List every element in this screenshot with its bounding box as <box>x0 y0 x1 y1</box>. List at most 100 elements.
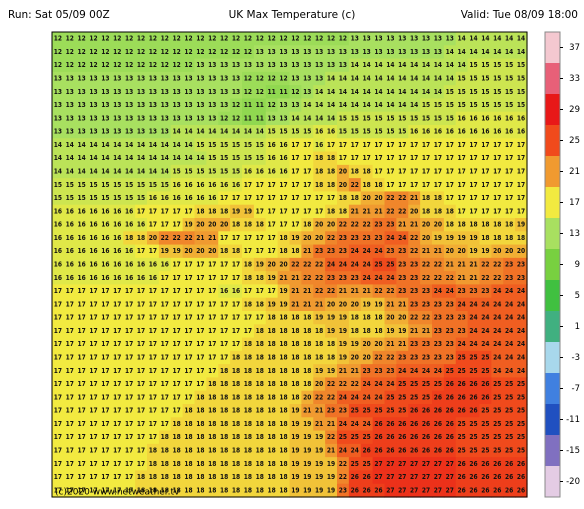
temperature-value: 16 <box>66 221 74 229</box>
temperature-cell <box>467 125 481 139</box>
temperature-value: 18 <box>268 380 276 388</box>
temperature-value: 17 <box>54 433 62 441</box>
temperature-value: 22 <box>434 261 442 269</box>
temperature-cell <box>170 58 184 73</box>
temperature-cell <box>194 191 207 206</box>
temperature-value: 26 <box>458 393 466 401</box>
temperature-value: 16 <box>78 247 86 255</box>
temperature-value: 17 <box>173 287 181 295</box>
temperature-cell <box>218 111 231 126</box>
temperature-value: 17 <box>173 407 181 415</box>
temperature-value: 22 <box>481 274 489 282</box>
temperature-value: 17 <box>66 340 74 348</box>
temperature-value: 23 <box>363 367 371 375</box>
temperature-value: 24 <box>386 380 394 388</box>
temperature-value: 24 <box>469 340 477 348</box>
temperature-cell <box>325 58 338 73</box>
temperature-value: 14 <box>66 141 74 149</box>
temperature-cell <box>194 218 207 232</box>
temperature-value: 21 <box>374 207 382 215</box>
temperature-value: 15 <box>458 75 466 83</box>
temperature-value: 19 <box>268 274 276 282</box>
temperature-value: 18 <box>291 380 299 388</box>
temperature-value: 17 <box>125 460 133 468</box>
temperature-value: 25 <box>517 393 525 401</box>
temperature-value: 18 <box>149 460 157 468</box>
temperature-cell <box>313 32 326 46</box>
map-grid: 12 12 12 12 12 12 12 12 12 12 12 12 12 12 12 12 12 12 12 12… <box>52 32 528 498</box>
temperature-value: 13 <box>351 35 359 43</box>
temperature-value: 16 <box>125 207 133 215</box>
temperature-value: 17 <box>517 181 525 189</box>
temperature-cell <box>384 111 397 126</box>
temperature-value: 17 <box>89 447 97 455</box>
temperature-cell <box>313 45 326 60</box>
temperature-value: 26 <box>481 486 489 494</box>
temperature-value: 17 <box>493 141 501 149</box>
temperature-value: 14 <box>398 75 406 83</box>
temperature-cell <box>479 45 492 60</box>
temperature-value: 17 <box>422 141 430 149</box>
temperature-value: 24 <box>351 261 359 269</box>
temperature-value: 18 <box>256 473 264 481</box>
temperature-value: 18 <box>374 181 382 189</box>
temperature-cell <box>265 138 279 153</box>
temperature-value: 25 <box>505 433 513 441</box>
temperature-value: 17 <box>173 327 181 335</box>
temperature-value: 18 <box>161 473 169 481</box>
temperature-cell <box>135 191 148 206</box>
temperature-cell <box>230 111 243 126</box>
temperature-value: 25 <box>410 393 418 401</box>
temperature-cell <box>467 151 481 166</box>
temperature-cell <box>396 125 409 139</box>
temperature-value: 15 <box>232 168 240 176</box>
temperature-value: 14 <box>374 61 382 69</box>
temperature-value: 15 <box>256 154 264 162</box>
temperature-cell <box>467 178 481 193</box>
temperature-cell <box>182 85 196 100</box>
temperature-value: 17 <box>386 141 394 149</box>
temperature-value: 13 <box>125 101 133 109</box>
temperature-value: 18 <box>279 234 287 242</box>
temperature-cell <box>313 71 326 86</box>
temperature-value: 23 <box>481 287 489 295</box>
temperature-value: 25 <box>351 433 359 441</box>
temperature-cell <box>206 45 219 60</box>
temperature-value: 14 <box>469 48 477 56</box>
temperature-value: 15 <box>386 114 394 122</box>
colorbar-segment <box>545 63 560 95</box>
temperature-value: 18 <box>256 327 264 335</box>
temperature-value: 16 <box>149 194 157 202</box>
temperature-value: 17 <box>66 420 74 428</box>
temperature-value: 25 <box>458 420 466 428</box>
temperature-value: 14 <box>173 141 181 149</box>
temperature-value: 16 <box>410 128 418 136</box>
temperature-cell <box>75 45 89 60</box>
temperature-cell <box>467 58 481 73</box>
temperature-cell <box>170 178 184 193</box>
temperature-value: 12 <box>173 61 181 69</box>
temperature-value: 13 <box>149 75 157 83</box>
temperature-value: 15 <box>78 181 86 189</box>
temperature-value: 12 <box>339 35 347 43</box>
temperature-value: 18 <box>137 473 145 481</box>
temperature-value: 16 <box>66 234 74 242</box>
temperature-value: 23 <box>351 234 359 242</box>
temperature-value: 15 <box>279 128 287 136</box>
temperature-value: 17 <box>244 181 252 189</box>
temperature-value: 16 <box>101 221 109 229</box>
temperature-value: 13 <box>196 61 204 69</box>
temperature-value: 18 <box>279 486 287 494</box>
temperature-value: 18 <box>315 181 323 189</box>
temperature-value: 17 <box>196 327 204 335</box>
temperature-cell <box>182 138 196 153</box>
temperature-value: 17 <box>446 141 454 149</box>
temperature-value: 16 <box>113 261 121 269</box>
temperature-cell <box>87 111 101 126</box>
temperature-value: 25 <box>351 460 359 468</box>
temperature-value: 17 <box>161 420 169 428</box>
temperature-value: 17 <box>173 221 181 229</box>
temperature-cell <box>420 191 433 206</box>
temperature-value: 16 <box>268 141 276 149</box>
temperature-value: 26 <box>434 420 442 428</box>
